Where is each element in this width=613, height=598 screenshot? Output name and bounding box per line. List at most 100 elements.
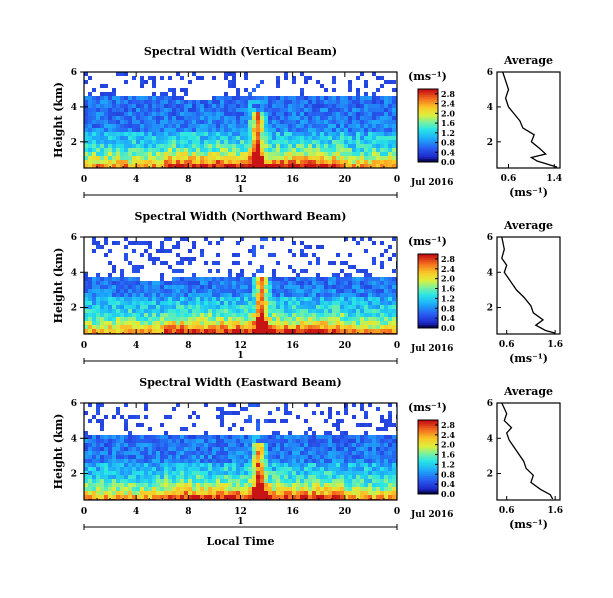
- heatmap-cell: [172, 285, 176, 289]
- heatmap-cell: [196, 281, 200, 285]
- heatmap-cell: [300, 241, 304, 245]
- heatmap-cell: [160, 136, 164, 140]
- heatmap-cell: [232, 325, 236, 329]
- heatmap-cell: [228, 132, 232, 136]
- heatmap-cells: [84, 403, 397, 500]
- heatmap-cell: [372, 475, 376, 479]
- heatmap-cell: [256, 451, 260, 455]
- heatmap-cell: [368, 124, 372, 128]
- heatmap-cell: [184, 455, 188, 459]
- colorbar-tick-label: 2.4: [441, 264, 455, 274]
- heatmap-cell: [320, 463, 324, 467]
- heatmap-cell: [340, 419, 344, 423]
- heatmap-cell: [276, 140, 280, 144]
- heatmap-cell: [280, 451, 284, 455]
- heatmap-cell: [328, 451, 332, 455]
- heatmap-cell: [252, 463, 256, 467]
- heatmap-cell: [224, 301, 228, 305]
- heatmap-cell: [288, 301, 292, 305]
- heatmap-cell: [112, 439, 116, 443]
- heatmap-cell: [256, 132, 260, 136]
- heatmap-cell: [284, 491, 288, 495]
- heatmap-cell: [152, 443, 156, 447]
- heatmap-cell: [320, 443, 324, 447]
- heatmap-cell: [288, 136, 292, 140]
- heatmap-cell: [216, 289, 220, 293]
- heatmap-cell: [344, 136, 348, 140]
- heatmap-cell: [360, 96, 364, 100]
- heatmap-cell: [360, 479, 364, 483]
- heatmap-cell: [248, 116, 252, 120]
- heatmap-cell: [176, 293, 180, 297]
- heatmap-cell: [300, 305, 304, 309]
- heatmap-cell: [260, 329, 264, 333]
- heatmap-cell: [348, 281, 352, 285]
- heatmap-cell: [100, 483, 104, 487]
- heatmap-cell: [148, 128, 152, 132]
- heatmap-cell: [364, 132, 368, 136]
- heatmap-cell: [160, 463, 164, 467]
- heatmap-cell: [140, 112, 144, 116]
- heatmap-cell: [196, 116, 200, 120]
- heatmap-cell: [132, 455, 136, 459]
- heatmap-cell: [164, 100, 168, 104]
- heatmap-cell: [240, 463, 244, 467]
- heatmap-cell: [96, 455, 100, 459]
- heatmap-cell: [332, 277, 336, 281]
- heatmap-cell: [184, 463, 188, 467]
- heatmap-cell: [316, 475, 320, 479]
- heatmap-cell: [136, 144, 140, 148]
- heatmap-cell: [256, 96, 260, 100]
- heatmap-cell: [360, 108, 364, 112]
- heatmap-cell: [128, 152, 132, 156]
- heatmap-cell: [188, 108, 192, 112]
- heatmap-cell: [116, 459, 120, 463]
- heatmap-cell: [104, 491, 108, 495]
- heatmap-cell: [216, 132, 220, 136]
- date-label: Jul 2016: [410, 178, 453, 188]
- heatmap-cell: [152, 483, 156, 487]
- heatmap-cell: [264, 237, 268, 241]
- heatmap-cell: [248, 313, 252, 317]
- heatmap-cell: [96, 116, 100, 120]
- profile-frame: [496, 402, 561, 501]
- heatmap-cell: [192, 136, 196, 140]
- heatmap-cell: [220, 329, 224, 333]
- heatmap-cell: [244, 108, 248, 112]
- heatmap-cell: [392, 329, 396, 333]
- heatmap-cell: [224, 313, 228, 317]
- heatmap-cell: [204, 261, 208, 265]
- heatmap-cell: [156, 249, 160, 253]
- heatmap-cell: [132, 471, 136, 475]
- heatmap-cell: [328, 104, 332, 108]
- heatmap-cell: [124, 309, 128, 313]
- heatmap-cell: [364, 459, 368, 463]
- colorbar-swatch: [418, 460, 438, 464]
- heatmap-cell: [304, 112, 308, 116]
- heatmap-cell: [132, 112, 136, 116]
- heatmap-cell: [180, 140, 184, 144]
- heatmap-cell: [312, 447, 316, 451]
- heatmap-cell: [240, 313, 244, 317]
- heatmap-cell: [216, 100, 220, 104]
- heatmap-cell: [276, 148, 280, 152]
- heatmap-cell: [232, 297, 236, 301]
- heatmap-cell: [392, 451, 396, 455]
- heatmap-cell: [364, 277, 368, 281]
- heatmap-cell: [360, 237, 364, 241]
- heatmap-cell: [380, 116, 384, 120]
- heatmap-cell: [276, 483, 280, 487]
- heatmap-cell: [276, 475, 280, 479]
- heatmap-cell: [304, 305, 308, 309]
- heatmap-cell: [264, 116, 268, 120]
- heatmap-cell: [248, 467, 252, 471]
- heatmap-cell: [96, 483, 100, 487]
- heatmap-cell: [272, 487, 276, 491]
- heatmap-cell: [376, 483, 380, 487]
- heatmap-cell: [292, 439, 296, 443]
- heatmap-cell: [288, 281, 292, 285]
- heatmap-cell: [368, 152, 372, 156]
- heatmap-cell: [164, 116, 168, 120]
- heatmap-cell: [148, 76, 152, 80]
